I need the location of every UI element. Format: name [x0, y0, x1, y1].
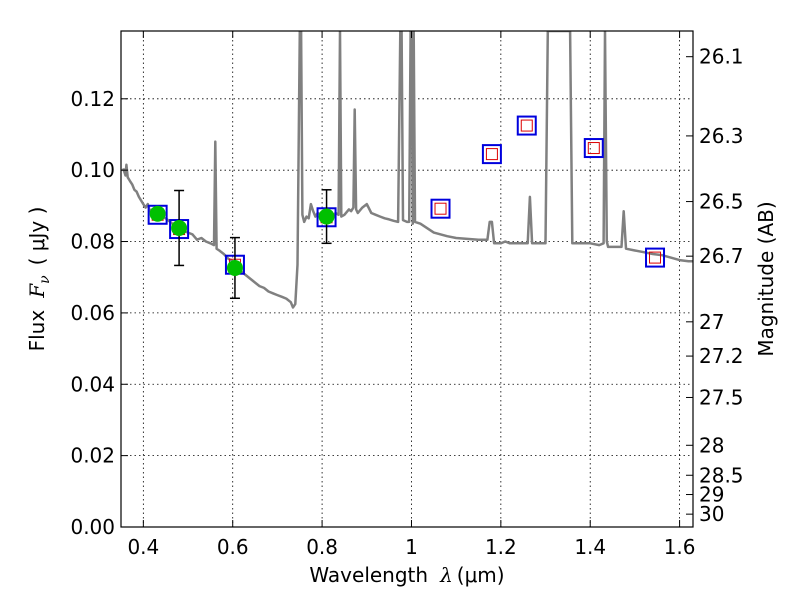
model-square	[481, 144, 502, 165]
magnitude-tick-label: 28	[699, 433, 724, 457]
magnitude-tick-label: 28.5	[699, 463, 744, 487]
magnitude-axis-label: Magnitude (AB)	[754, 201, 778, 356]
model-photometry-squares	[147, 115, 666, 275]
x-tick-label: 1.4	[574, 535, 606, 559]
x-tick-label: 0.6	[217, 535, 249, 559]
y-tick-label: 0.08	[70, 230, 115, 254]
x-tick-label: 1.6	[664, 535, 696, 559]
x-axis-ticks: 0.4 0.6 0.8 1 1.2 1.4 1.6	[127, 31, 696, 559]
model-square	[516, 115, 537, 136]
x-tick-label: 0.8	[306, 535, 338, 559]
observed-point	[226, 259, 243, 276]
model-spectrum-line	[122, 31, 693, 309]
x-tick-label: 1.2	[485, 535, 517, 559]
magnitude-tick-label: 26.3	[699, 124, 744, 148]
magnitude-tick-label: 27	[699, 310, 724, 334]
observed-point	[149, 205, 166, 222]
magnitude-tick-label: 26.1	[699, 45, 744, 69]
magnitude-tick-label: 30	[699, 502, 724, 526]
magnitude-tick-label: 27.2	[699, 344, 744, 368]
magnitude-tick-label: 27.5	[699, 385, 744, 409]
magnitude-tick-label: 26.7	[699, 244, 744, 268]
y-axis-ticks: 0.00 0.02 0.04 0.06 0.08 0.10 0.12	[70, 87, 128, 539]
y-tick-label: 0.02	[70, 444, 115, 468]
observed-point	[318, 208, 335, 225]
y-tick-label: 0.04	[70, 372, 115, 396]
y-axis-label: FluxFν( μJy )	[25, 207, 53, 352]
magnitude-tick-label: 26.5	[699, 190, 744, 214]
x-axis-label: Wavelength λ (μm)	[309, 563, 504, 587]
y-tick-label: 0.00	[70, 515, 115, 539]
model-square-inner	[485, 148, 498, 161]
model-square	[645, 247, 666, 268]
y-tick-label: 0.12	[70, 87, 115, 111]
model-square-inner	[587, 142, 600, 155]
model-square	[430, 198, 451, 219]
model-square-inner	[649, 251, 662, 264]
observed-photometry-points	[149, 189, 335, 300]
magnitude-tick-label: 29	[699, 483, 724, 507]
y-tick-label: 0.10	[70, 158, 115, 182]
observed-point	[171, 219, 188, 236]
x-tick-label: 0.4	[127, 535, 159, 559]
model-square-inner	[434, 202, 447, 215]
model-square	[583, 138, 604, 159]
grid-lines	[121, 31, 693, 528]
y-tick-label: 0.06	[70, 301, 115, 325]
plot-frame	[120, 30, 694, 528]
model-square-inner	[520, 119, 533, 132]
x-tick-label: 1	[405, 535, 418, 559]
